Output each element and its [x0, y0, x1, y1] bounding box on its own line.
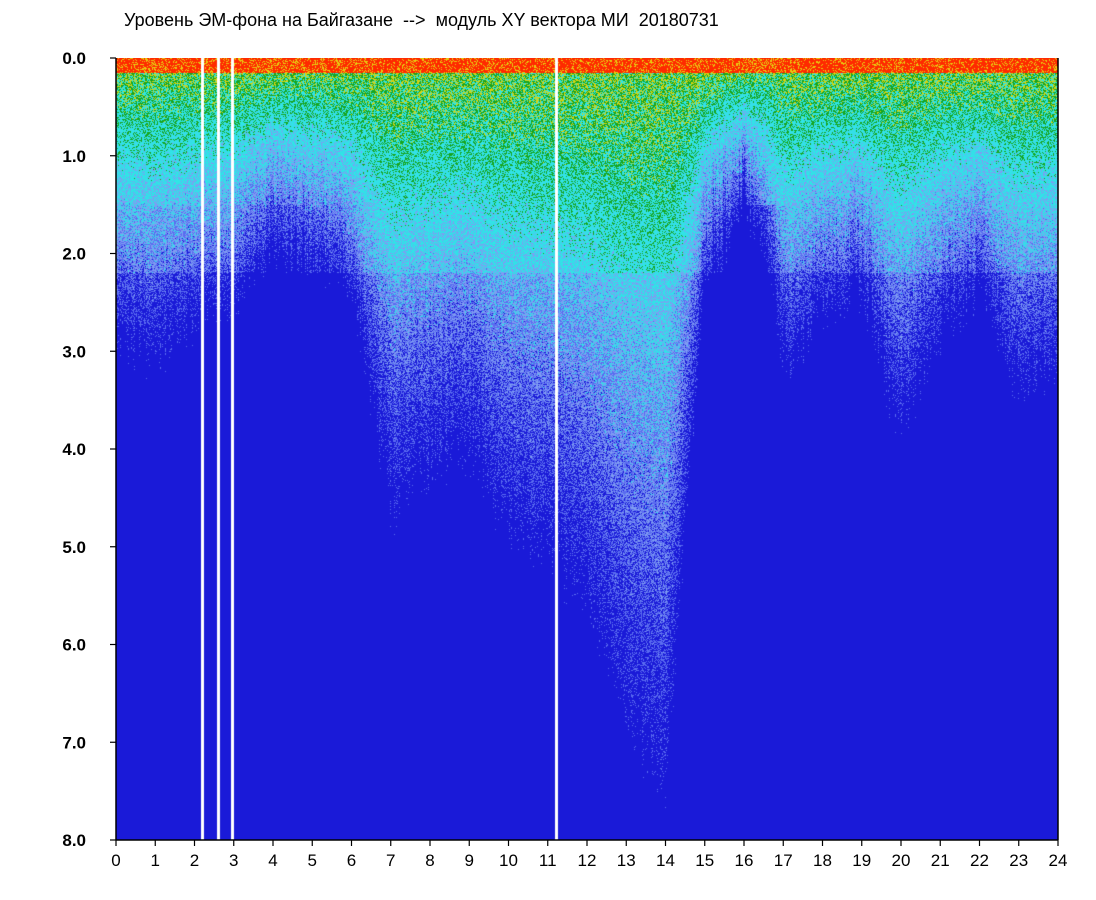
- x-tick-label: 4: [268, 851, 277, 870]
- x-tick-label: 12: [578, 851, 597, 870]
- x-tick-label: 5: [308, 851, 317, 870]
- x-tick-label: 18: [813, 851, 832, 870]
- y-axis-ticks: 0.0 1.0 2.0 3.0 4.0 5.0 6.0 7.0 8.0: [62, 49, 116, 850]
- x-tick-label: 22: [970, 851, 989, 870]
- x-tick-label: 9: [465, 851, 474, 870]
- x-tick-label: 1: [151, 851, 160, 870]
- x-tick-label: 16: [735, 851, 754, 870]
- y-tick-label: 1.0: [62, 147, 86, 166]
- x-tick-label: 14: [656, 851, 675, 870]
- y-tick-label: 8.0: [62, 831, 86, 850]
- x-tick-label: 11: [539, 851, 557, 870]
- x-tick-label: 21: [931, 851, 950, 870]
- x-tick-label: 7: [386, 851, 395, 870]
- y-tick-label: 5.0: [62, 538, 86, 557]
- x-tick-label: 15: [695, 851, 714, 870]
- x-tick-label: 24: [1049, 851, 1068, 870]
- y-tick-label: 3.0: [62, 342, 86, 361]
- x-tick-label: 6: [347, 851, 356, 870]
- x-tick-label: 13: [617, 851, 636, 870]
- heatmap-plot-area: [116, 58, 1058, 840]
- y-tick-label: 4.0: [62, 440, 86, 459]
- y-tick-label: 7.0: [62, 733, 86, 752]
- y-tick-label: 2.0: [62, 245, 86, 264]
- x-tick-label: 20: [892, 851, 911, 870]
- x-tick-label: 17: [774, 851, 793, 870]
- x-tick-label: 23: [1009, 851, 1028, 870]
- axis-lines: [115, 58, 1059, 841]
- y-tick-label: 6.0: [62, 636, 86, 655]
- x-axis-ticks: 0 1 2 3 4 5 6 7 8 9 10 11 12 13 14 15 16 17 18 19 20 21 22 23 24: [111, 840, 1067, 870]
- chart-title: Уровень ЭМ-фона на Байгазане --> модуль …: [124, 10, 719, 30]
- x-tick-label: 0: [111, 851, 120, 870]
- x-tick-label: 19: [852, 851, 871, 870]
- x-tick-label: 8: [425, 851, 434, 870]
- x-tick-label: 2: [190, 851, 199, 870]
- y-tick-label: 0.0: [62, 49, 86, 68]
- x-tick-label: 10: [499, 851, 518, 870]
- x-tick-label: 3: [229, 851, 238, 870]
